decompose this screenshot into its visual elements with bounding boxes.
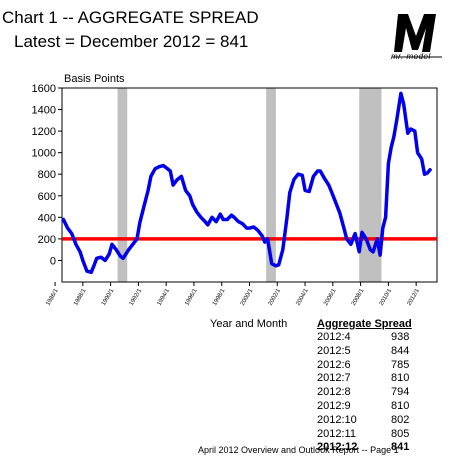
table-row: 2012:12 841	[317, 441, 427, 455]
table-cell-period: 2012:12	[317, 441, 358, 454]
y-tick-label: 1600	[32, 83, 56, 95]
table-row: 2012:8 794	[317, 386, 427, 400]
table-cell-period: 2012:4	[317, 331, 351, 343]
table-cell-value: 844	[391, 344, 410, 357]
table-row: 2012:6 785	[317, 359, 427, 373]
x-tick-label: 2000/1	[240, 287, 255, 306]
x-tick-label: 2006/1	[323, 287, 338, 306]
mr-model-logo-icon	[392, 14, 442, 58]
table-rows: 2012:4 938 2012:5 844 2012:6 785 2012:7 810 2012…	[317, 331, 427, 455]
table-cell-value: 785	[391, 358, 410, 371]
table-cell-value: 802	[391, 413, 410, 426]
x-tick-label: 2012/1	[407, 287, 422, 306]
x-tick-label: 1992/1	[129, 287, 144, 306]
chart-subtitle: Latest = December 2012 = 841	[14, 32, 249, 51]
x-tick-label: 2004/1	[295, 287, 310, 306]
table-cell-period: 2012:10	[317, 413, 357, 426]
x-tick-label: 1988/1	[73, 287, 88, 306]
y-tick-label: 1200	[32, 126, 56, 138]
x-axis-title: Year and Month	[210, 318, 288, 330]
y-tick-label: 0	[50, 255, 56, 267]
table-cell-value: 841	[391, 441, 410, 454]
y-axis: 0 200 400 600 800 1000 1200 1400 1600	[32, 83, 62, 267]
table-row: 2012:10 802	[317, 414, 427, 428]
table-row: 2012:9 810	[317, 400, 427, 414]
recession-bands	[117, 88, 382, 282]
y-axis-label: Basis Points	[64, 73, 125, 85]
table-cell-value: 810	[391, 372, 410, 385]
y-tick-label: 600	[38, 191, 56, 203]
x-axis: 1986/1 1988/1 1990/1 1992/1 1994/1 1996/1 1998…	[45, 282, 421, 307]
x-tick-label: 2002/1	[268, 287, 283, 306]
recession-band	[117, 88, 128, 282]
y-tick-label: 200	[38, 234, 56, 246]
table-cell-period: 2012:6	[317, 358, 351, 371]
aggregate-spread-table: Aggregate Spread 2012:4 938 2012:5 844 2012:…	[317, 318, 427, 455]
table-row: 2012:4 938	[317, 331, 427, 345]
table-row: 2012:11 805	[317, 428, 427, 442]
table-cell-period: 2012:7	[317, 372, 351, 385]
y-tick-label: 400	[38, 212, 56, 224]
series-line-aggregate-spread	[61, 91, 432, 275]
table-row: 2012:5 844	[317, 345, 427, 359]
table-header: Aggregate Spread	[317, 318, 412, 330]
x-tick-label: 1998/1	[212, 287, 227, 306]
y-tick-label: 1000	[32, 148, 56, 160]
table-cell-value: 938	[391, 331, 410, 343]
x-tick-label: 1994/1	[157, 287, 172, 306]
x-tick-label: 2008/1	[351, 287, 366, 306]
table-cell-value: 810	[391, 399, 410, 412]
x-tick-label: 1986/1	[45, 287, 60, 306]
table-row: 2012:7 810	[317, 372, 427, 386]
y-tick-label: 800	[38, 169, 56, 181]
chart-title: Chart 1 -- AGGREGATE SPREAD	[2, 8, 259, 27]
x-tick-label: 1990/1	[101, 287, 116, 306]
logo-text: mr. model	[391, 52, 431, 61]
table-cell-value: 805	[391, 427, 410, 440]
y-tick-label: 1400	[32, 105, 56, 117]
table-cell-period: 2012:9	[317, 399, 351, 412]
x-tick-label: 1996/1	[184, 287, 199, 306]
x-tick-label: 2010/1	[379, 287, 394, 306]
table-cell-value: 794	[391, 386, 410, 399]
table-cell-period: 2012:11	[317, 427, 356, 440]
table-cell-period: 2012:8	[317, 386, 351, 399]
table-cell-period: 2012:5	[317, 344, 351, 357]
recession-band	[266, 88, 276, 282]
footer: April 2012 Overview and Outlook Report -…	[198, 445, 399, 455]
